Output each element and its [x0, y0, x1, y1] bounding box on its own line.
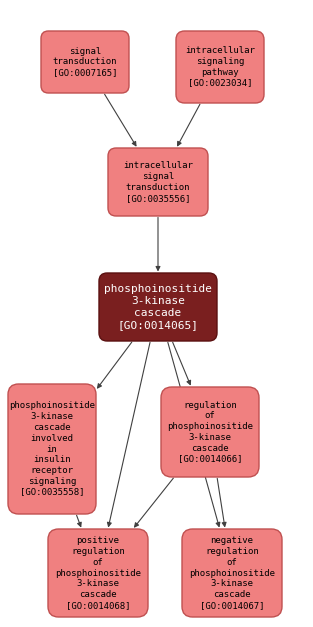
Text: phosphoinositide
3-kinase
cascade
involved
in
insulin
receptor
signaling
[GO:003: phosphoinositide 3-kinase cascade involv…	[9, 401, 95, 497]
Text: intracellular
signaling
pathway
[GO:0023034]: intracellular signaling pathway [GO:0023…	[185, 46, 255, 88]
FancyBboxPatch shape	[176, 31, 264, 103]
FancyBboxPatch shape	[182, 529, 282, 617]
FancyBboxPatch shape	[108, 148, 208, 216]
FancyBboxPatch shape	[8, 384, 96, 514]
Text: negative
regulation
of
phosphoinositide
3-kinase
cascade
[GO:0014067]: negative regulation of phosphoinositide …	[189, 536, 275, 609]
Text: positive
regulation
of
phosphoinositide
3-kinase
cascade
[GO:0014068]: positive regulation of phosphoinositide …	[55, 536, 141, 609]
FancyBboxPatch shape	[41, 31, 129, 93]
Text: phosphoinositide
3-kinase
cascade
[GO:0014065]: phosphoinositide 3-kinase cascade [GO:00…	[104, 284, 212, 330]
Text: signal
transduction
[GO:0007165]: signal transduction [GO:0007165]	[53, 47, 117, 77]
FancyBboxPatch shape	[99, 273, 217, 341]
FancyBboxPatch shape	[161, 387, 259, 477]
Text: regulation
of
phosphoinositide
3-kinase
cascade
[GO:0014066]: regulation of phosphoinositide 3-kinase …	[167, 401, 253, 463]
Text: intracellular
signal
transduction
[GO:0035556]: intracellular signal transduction [GO:00…	[123, 161, 193, 203]
FancyBboxPatch shape	[48, 529, 148, 617]
